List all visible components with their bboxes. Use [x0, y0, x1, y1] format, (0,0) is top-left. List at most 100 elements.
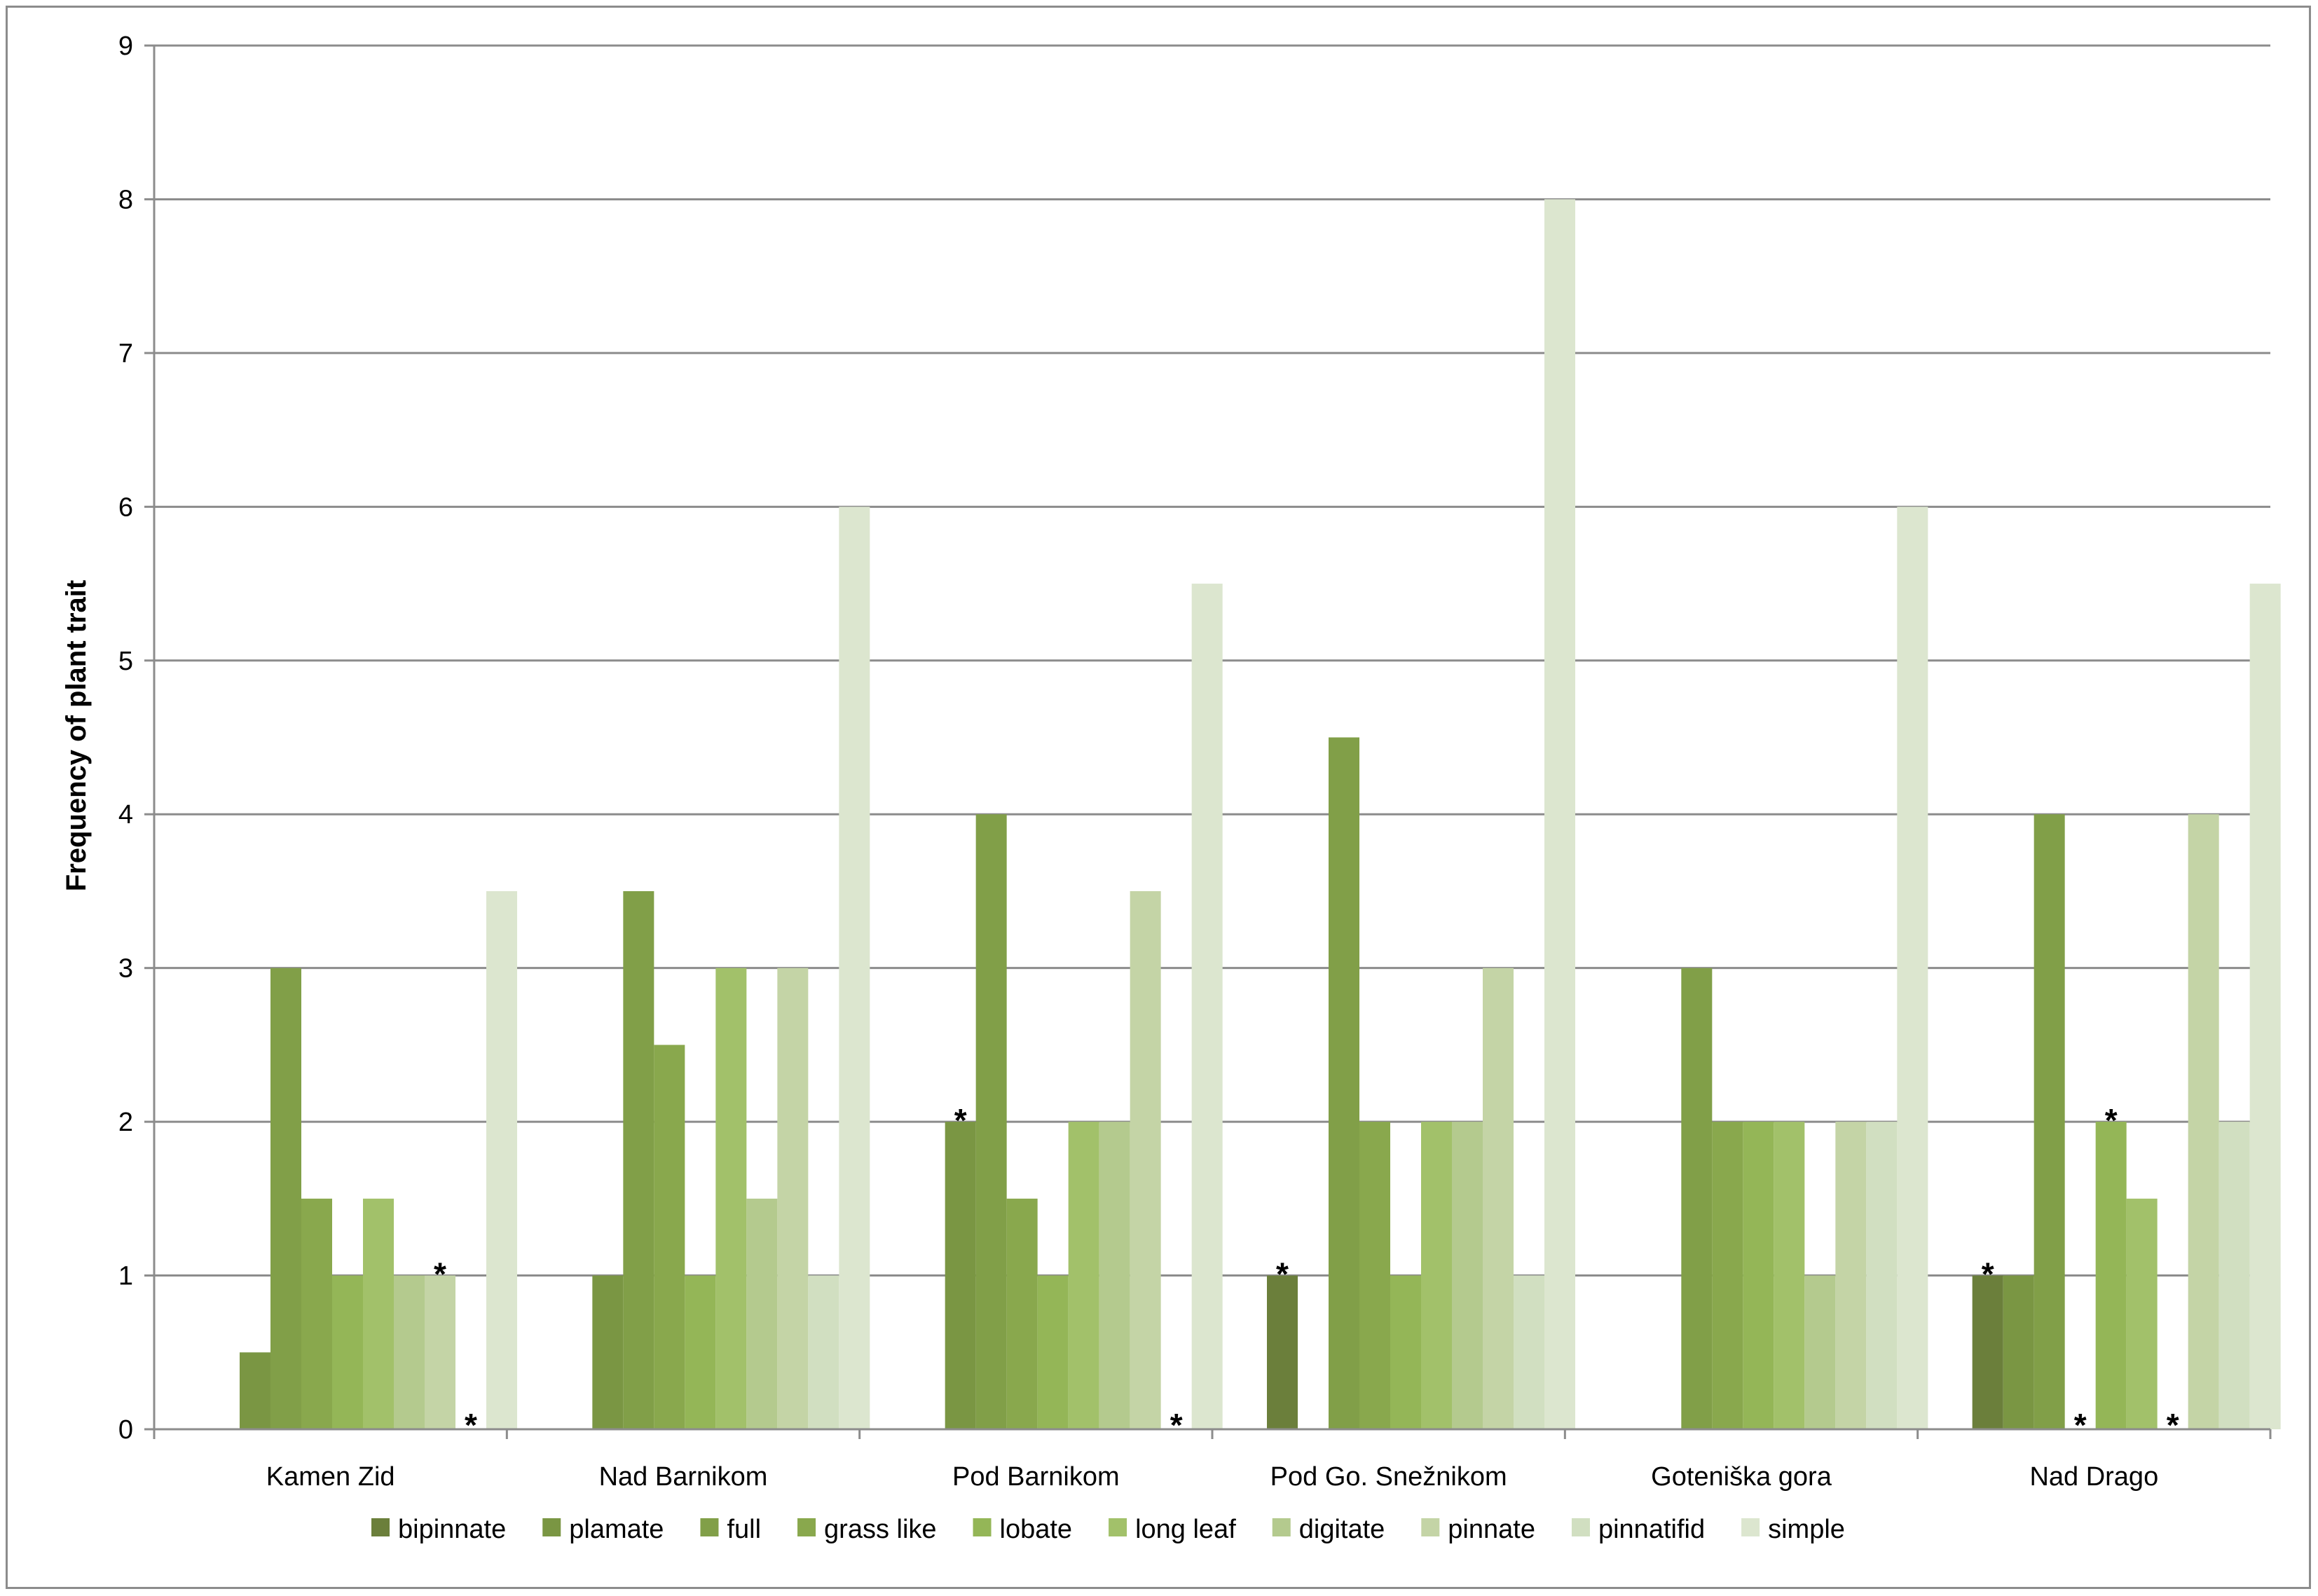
bar [1972, 1275, 2003, 1429]
x-tick-label: Nad Drago [2029, 1462, 2158, 1492]
bar [2188, 814, 2219, 1429]
y-tick-label: 1 [118, 1262, 133, 1291]
y-tick-label: 0 [118, 1415, 133, 1445]
asterisk-annotation: * [2167, 1407, 2179, 1443]
asterisk-annotation: * [1170, 1407, 1183, 1443]
bar [1897, 507, 1928, 1430]
x-tick-label: Nad Barnikom [599, 1462, 768, 1492]
legend-label: lobate [1000, 1515, 1073, 1544]
bar [240, 1352, 270, 1429]
bar [332, 1275, 363, 1429]
x-tick-label: Kamen Zid [266, 1462, 395, 1492]
y-tick-label: 2 [118, 1108, 133, 1137]
bar [654, 1045, 685, 1429]
asterisk-annotation: * [434, 1256, 446, 1293]
legend-swatch [1421, 1518, 1440, 1536]
legend-swatch [1272, 1518, 1291, 1536]
asterisk-annotation: * [1982, 1256, 1994, 1293]
bar [777, 968, 809, 1429]
legend-swatch [1109, 1518, 1127, 1536]
legend-label: bipinnate [398, 1515, 506, 1544]
axes: 0 1 2 3 4 5 6 7 8 9 Kamen Zid Nad Barnikom Pod Barni… [118, 32, 2272, 1492]
y-tick-label: 8 [118, 185, 133, 214]
bar [839, 507, 870, 1430]
bar [2034, 814, 2065, 1429]
bar [1130, 890, 1161, 1429]
bar [623, 890, 654, 1429]
bar [1452, 1122, 1483, 1429]
y-tick-label: 4 [118, 800, 133, 830]
bar [715, 968, 747, 1429]
bar [2249, 584, 2281, 1429]
bar [1191, 584, 1223, 1429]
legend-label: pinnatifid [1598, 1515, 1705, 1544]
bar [1329, 737, 1359, 1429]
legend-label: simple [1768, 1515, 1845, 1544]
bar [1099, 1122, 1130, 1429]
asterisk-annotation: * [954, 1102, 967, 1138]
legend-label: plamate [569, 1515, 664, 1544]
bar [270, 968, 301, 1429]
legend-swatch [797, 1518, 816, 1536]
x-tick-label: Pod Go. Snežnikom [1270, 1462, 1507, 1492]
legend-swatch [542, 1518, 561, 1536]
bar [2003, 1275, 2034, 1429]
bar [363, 1198, 394, 1429]
bar [808, 1275, 839, 1429]
bar [1421, 1122, 1452, 1429]
legend-label: digitate [1299, 1515, 1385, 1544]
bar [486, 890, 517, 1429]
y-tick-label: 9 [118, 32, 133, 61]
bar [2095, 1122, 2127, 1429]
legend-swatch [371, 1518, 390, 1536]
legend-swatch [1741, 1518, 1760, 1536]
bar [1804, 1275, 1836, 1429]
bar [975, 814, 1007, 1429]
y-tick-label: 3 [118, 954, 133, 984]
bar [746, 1198, 778, 1429]
bar [1068, 1122, 1099, 1429]
bar [1267, 1275, 1298, 1429]
bar [394, 1275, 425, 1429]
bar [1483, 968, 1514, 1429]
bar [1681, 968, 1713, 1429]
bar [1514, 1275, 1544, 1429]
asterisk-annotation: * [2074, 1407, 2087, 1443]
asterisk-annotation: * [465, 1407, 477, 1443]
bar [592, 1275, 624, 1429]
annotations: * * * * * * * * * [434, 1102, 2179, 1443]
bar [301, 1198, 332, 1429]
y-tick-label: 7 [118, 339, 133, 369]
bar [685, 1275, 716, 1429]
bar [425, 1275, 455, 1429]
bar [1835, 1122, 1867, 1429]
y-tick-label: 6 [118, 493, 133, 522]
bar [2126, 1198, 2158, 1429]
bar [2218, 1122, 2250, 1429]
y-axis-label: Frequency of plant trait [61, 580, 92, 892]
bar [1359, 1122, 1390, 1429]
bar [1390, 1275, 1421, 1429]
asterisk-annotation: * [2105, 1102, 2118, 1138]
x-tick-label: Pod Barnikom [952, 1462, 1120, 1492]
legend-label: pinnate [1448, 1515, 1535, 1544]
legend-label: grass like [824, 1515, 937, 1544]
x-tick-label: Goteniška gora [1651, 1462, 1832, 1492]
legend: bipinnate plamate full grass like lobate long… [371, 1515, 1845, 1544]
y-tick-label: 5 [118, 647, 133, 676]
legend-swatch [700, 1518, 719, 1536]
bar [1774, 1122, 1805, 1429]
legend-swatch [973, 1518, 992, 1536]
bar [1544, 199, 1575, 1429]
legend-label: long leaf [1135, 1515, 1236, 1544]
bar [1712, 1122, 1743, 1429]
bar [1866, 1122, 1898, 1429]
legend-swatch [1571, 1518, 1590, 1536]
asterisk-annotation: * [1276, 1256, 1289, 1293]
bar [1006, 1198, 1038, 1429]
bar [1743, 1122, 1774, 1429]
bars [240, 199, 2281, 1430]
legend-label: full [727, 1515, 761, 1544]
bar [945, 1122, 976, 1429]
